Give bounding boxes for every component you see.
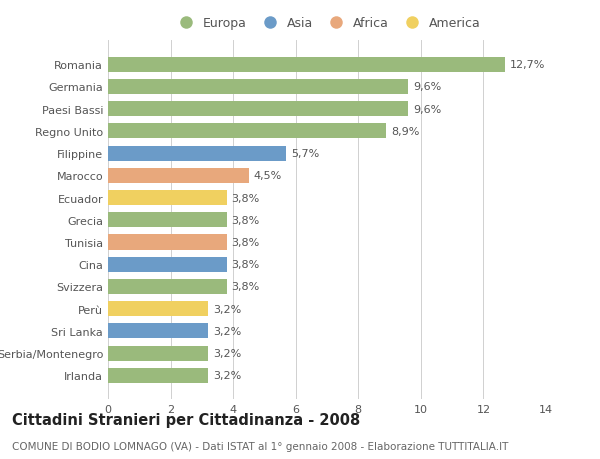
Text: 4,5%: 4,5%	[253, 171, 282, 181]
Bar	[108, 302, 208, 317]
Text: 3,8%: 3,8%	[232, 215, 260, 225]
Bar	[108, 80, 409, 95]
Bar	[108, 324, 208, 339]
Bar	[108, 279, 227, 294]
Text: 3,2%: 3,2%	[213, 304, 241, 314]
Bar	[108, 235, 227, 250]
Text: 3,2%: 3,2%	[213, 326, 241, 336]
Bar	[108, 368, 208, 383]
Text: 5,7%: 5,7%	[291, 149, 319, 159]
Text: COMUNE DI BODIO LOMNAGO (VA) - Dati ISTAT al 1° gennaio 2008 - Elaborazione TUTT: COMUNE DI BODIO LOMNAGO (VA) - Dati ISTA…	[12, 441, 508, 451]
Legend: Europa, Asia, Africa, America: Europa, Asia, Africa, America	[173, 17, 481, 30]
Text: 9,6%: 9,6%	[413, 82, 441, 92]
Text: 9,6%: 9,6%	[413, 105, 441, 114]
Bar	[108, 124, 386, 139]
Bar	[108, 168, 249, 184]
Bar	[108, 190, 227, 206]
Text: Cittadini Stranieri per Cittadinanza - 2008: Cittadini Stranieri per Cittadinanza - 2…	[12, 413, 360, 428]
Text: 3,8%: 3,8%	[232, 237, 260, 247]
Bar	[108, 57, 505, 73]
Text: 12,7%: 12,7%	[510, 60, 545, 70]
Text: 3,2%: 3,2%	[213, 370, 241, 381]
Bar	[108, 102, 409, 117]
Bar	[108, 213, 227, 228]
Text: 3,8%: 3,8%	[232, 193, 260, 203]
Bar	[108, 257, 227, 272]
Bar	[108, 346, 208, 361]
Text: 8,9%: 8,9%	[391, 127, 419, 137]
Bar	[108, 146, 286, 162]
Text: 3,2%: 3,2%	[213, 348, 241, 358]
Text: 3,8%: 3,8%	[232, 282, 260, 292]
Text: 3,8%: 3,8%	[232, 260, 260, 269]
